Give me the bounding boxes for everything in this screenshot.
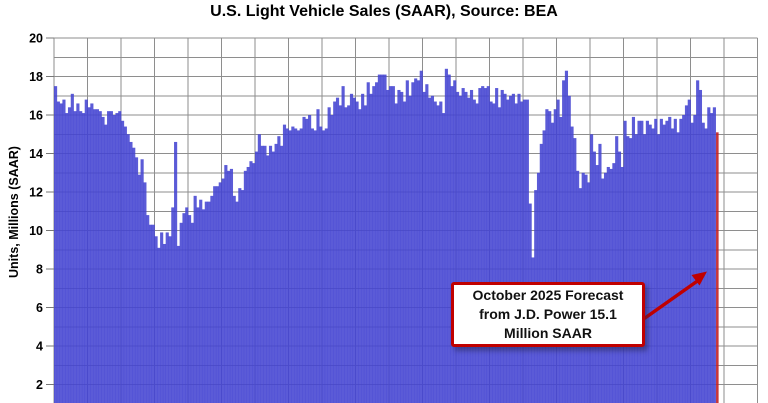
forecast-arrow-icon xyxy=(643,271,707,320)
y-axis-tick-label: 8 xyxy=(36,263,43,277)
forecast-bar xyxy=(716,132,719,403)
y-axis-tick-label: 18 xyxy=(29,70,43,84)
y-axis-tick-label: 2 xyxy=(36,378,43,392)
y-axis-tick-label: 10 xyxy=(29,224,43,238)
annotation-line: Million SAAR xyxy=(504,325,592,341)
annotation-line: October 2025 Forecast xyxy=(472,287,624,303)
chart-title: U.S. Light Vehicle Sales (SAAR), Source:… xyxy=(210,3,558,20)
actual-sales-bars xyxy=(54,68,716,403)
y-axis-tick-label: 14 xyxy=(29,147,43,161)
y-axis-tick-label: 12 xyxy=(29,186,43,200)
forecast-annotation-box: October 2025 Forecast from J.D. Power 15… xyxy=(451,282,645,347)
y-axis-tick-label: 20 xyxy=(29,32,43,46)
annotation-line: from J.D. Power 15.1 xyxy=(479,306,617,322)
y-axis-tick-label: 4 xyxy=(36,340,43,354)
y-axis-ticks: 20 18 16 14 12 10 8 6 4 2 xyxy=(29,32,54,392)
y-axis-tick-label: 16 xyxy=(29,109,43,123)
y-axis-tick-label: 6 xyxy=(36,301,43,315)
